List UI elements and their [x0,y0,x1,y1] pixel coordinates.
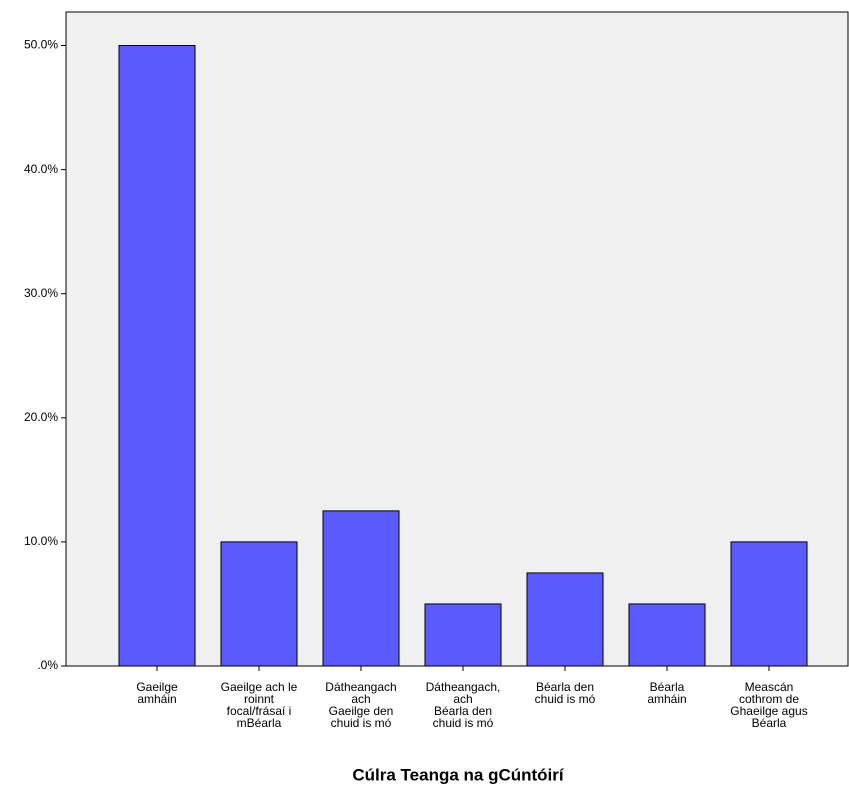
y-tick-label: .0% [37,658,58,672]
x-tick-label: focal/frásaí i [227,704,292,718]
y-tick-label: 50.0% [24,38,58,52]
x-tick-label: Gaeilge den [329,704,394,718]
y-tick-label: 10.0% [24,534,58,548]
bar [424,603,502,667]
x-tick-label: amháin [647,692,686,706]
y-tick-label: 20.0% [24,410,58,424]
bar [118,45,196,667]
x-tick-label: chuid is mó [331,716,392,730]
bar [730,541,808,667]
x-axis-title: Cúlra Teanga na gCúntóirí [352,765,565,784]
bar [526,572,604,667]
x-tick-label: ach [351,692,370,706]
x-tick-label: Gaeilge [136,680,178,694]
y-tick-label: 40.0% [24,162,58,176]
bar [628,603,706,667]
x-tick-label: Dátheangach [325,680,396,694]
x-tick-label: Béarla [752,716,787,730]
x-tick-label: Béarla den [536,680,594,694]
x-tick-label: amháin [137,692,176,706]
x-tick-label: ach [453,692,472,706]
y-tick-label: 30.0% [24,286,58,300]
x-tick-label: Gaeilge ach le [221,680,298,694]
x-tick-label: Dátheangach, [426,680,501,694]
x-tick-label: chuid is mó [535,692,596,706]
bar [220,541,298,667]
x-tick-label: Béarla [650,680,685,694]
x-tick-label: Ghaeilge agus [730,704,807,718]
x-tick-label: chuid is mó [433,716,494,730]
x-tick-label: roinnt [244,692,275,706]
plot-area [65,11,849,667]
x-tick-label: Béarla den [434,704,492,718]
x-tick-label: mBéarla [237,716,282,730]
bar [322,510,400,667]
x-tick-label: Meascán [745,680,794,694]
x-tick-label: cothrom de [739,692,799,706]
